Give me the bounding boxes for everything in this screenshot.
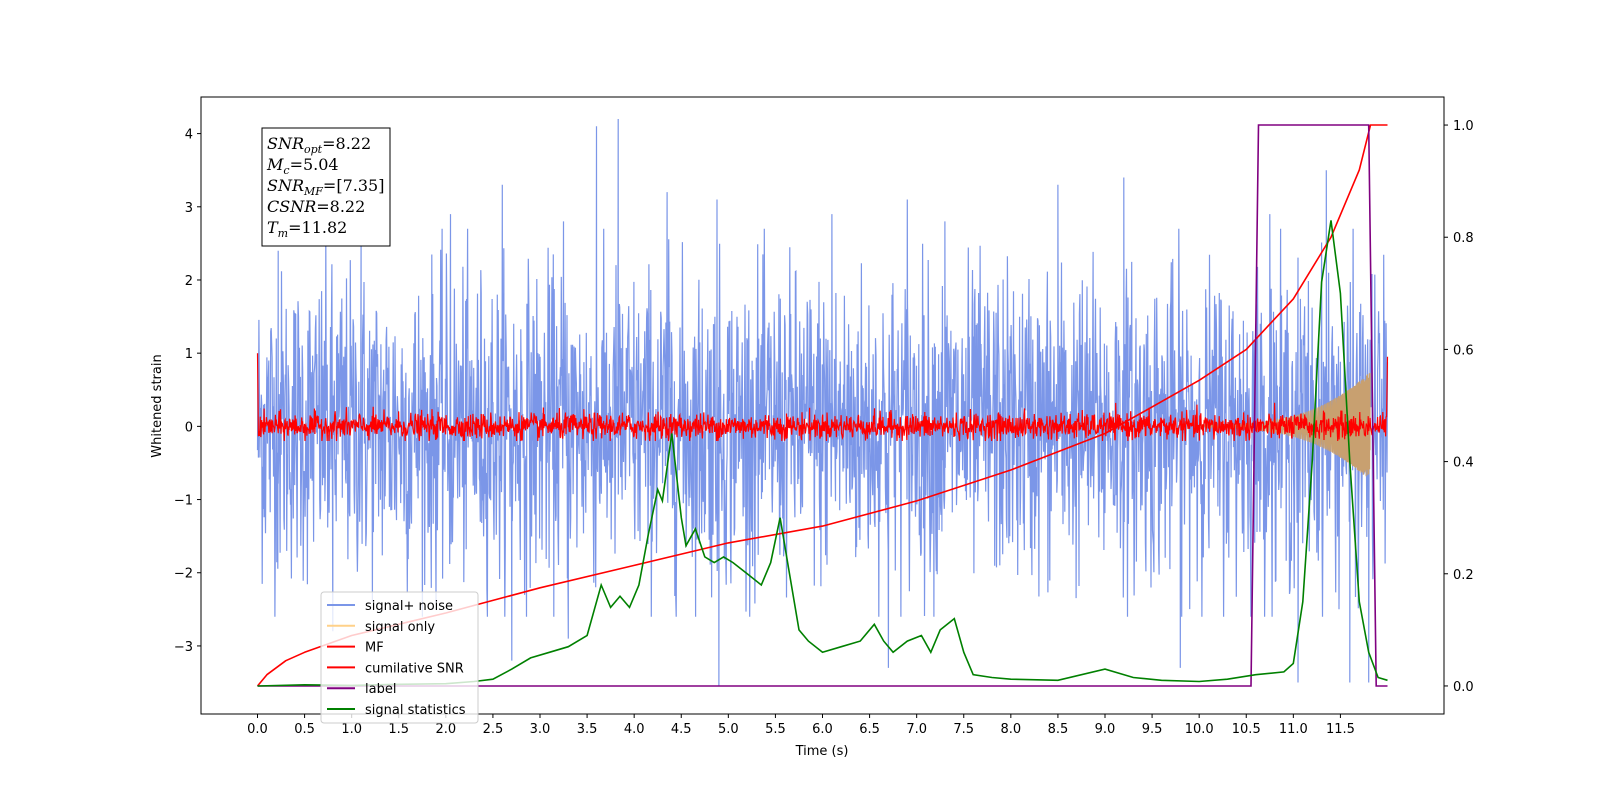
x-axis: 0.0 0.5 1.0 1.5 2.0 2.5 3.0 3.5 4.0 4.5 5.0 5.5 6.0 6… [247, 714, 1355, 737]
legend-label: signal+ noise [365, 599, 453, 614]
y-left-tick-label: −2 [174, 567, 193, 582]
y-left-tick-label: −1 [174, 494, 193, 509]
x-tick-label: 3.5 [577, 722, 598, 737]
series-layer [256, 118, 1389, 687]
x-tick-label: 0.0 [247, 722, 268, 737]
legend-label: signal only [365, 620, 435, 635]
series-signal-noise [256, 118, 1389, 687]
y-right-tick-label: 1.0 [1453, 119, 1474, 134]
x-tick-label: 0.5 [294, 722, 315, 737]
y-right-tick-label: 0.6 [1453, 343, 1474, 358]
x-tick-label: 8.0 [1000, 722, 1021, 737]
y-right-tick-label: 0.2 [1453, 568, 1474, 583]
x-tick-label: 10.0 [1185, 722, 1214, 737]
x-tick-label: 1.0 [341, 722, 362, 737]
annotation-line: SNRMF=[7.35] [267, 176, 384, 198]
legend-label: MF [365, 641, 384, 656]
y-left-tick-label: 2 [185, 274, 193, 289]
y-axis-right: 1.0 0.8 0.6 0.4 0.2 0.0 [1444, 119, 1474, 695]
y-right-tick-label: 0.0 [1453, 680, 1474, 695]
y-right-tick-label: 0.8 [1453, 231, 1474, 246]
cumulative-snr-line [256, 124, 1388, 687]
series-signal-statistics-line [257, 220, 1388, 687]
annotation-line: Tm=11.82 [267, 218, 347, 240]
y-left-tick-label: 3 [185, 201, 193, 216]
x-tick-label: 9.5 [1142, 722, 1163, 737]
x-tick-label: 1.5 [388, 722, 409, 737]
y-left-tick-label: −3 [174, 640, 193, 655]
series-cumulative-snr [256, 124, 1388, 687]
y-left-tick-label: 4 [185, 128, 193, 143]
x-tick-label: 2.0 [435, 722, 456, 737]
legend: signal+ noise signal only MF cumilative SNR… [320, 591, 479, 724]
signal-noise-line [256, 118, 1389, 687]
series-signal-statistics [257, 220, 1388, 687]
mf-line [256, 353, 1389, 442]
legend-label: signal statistics [365, 703, 466, 718]
series-label-line [257, 124, 1388, 687]
x-axis-label: Time (s) [795, 744, 849, 759]
legend-frame [320, 591, 479, 724]
legend-label: label [365, 682, 396, 697]
annotation-line: SNRopt=8.22 [267, 134, 371, 156]
x-tick-label: 7.0 [906, 722, 927, 737]
series-label [257, 124, 1388, 687]
annotation-frame [261, 127, 391, 247]
x-tick-label: 11.5 [1326, 722, 1355, 737]
y-right-tick-label: 0.4 [1453, 456, 1474, 471]
x-tick-label: 4.5 [671, 722, 692, 737]
x-tick-label: 8.5 [1048, 722, 1069, 737]
legend-label: cumilative SNR [365, 661, 464, 676]
y-left-tick-label: 1 [185, 347, 193, 362]
series-mf [256, 353, 1389, 442]
x-tick-label: 6.0 [812, 722, 833, 737]
x-tick-label: 3.0 [530, 722, 551, 737]
annotation-line: CSNR=8.22 [267, 197, 365, 216]
y-axis-left: 4 3 2 1 0 −1 −2 −3 [174, 128, 201, 655]
x-tick-label: 2.5 [483, 722, 504, 737]
x-tick-label: 11.0 [1279, 722, 1308, 737]
x-tick-label: 10.5 [1232, 722, 1261, 737]
y-axis-label: Whitened strain [150, 354, 165, 457]
x-tick-label: 6.5 [859, 722, 880, 737]
x-tick-label: 7.5 [953, 722, 974, 737]
x-tick-label: 5.5 [765, 722, 786, 737]
annotation-line: Mc=5.04 [266, 155, 339, 177]
x-tick-label: 4.0 [624, 722, 645, 737]
y-left-tick-label: 0 [185, 420, 193, 435]
x-tick-label: 5.0 [718, 722, 739, 737]
x-tick-label: 9.0 [1095, 722, 1116, 737]
